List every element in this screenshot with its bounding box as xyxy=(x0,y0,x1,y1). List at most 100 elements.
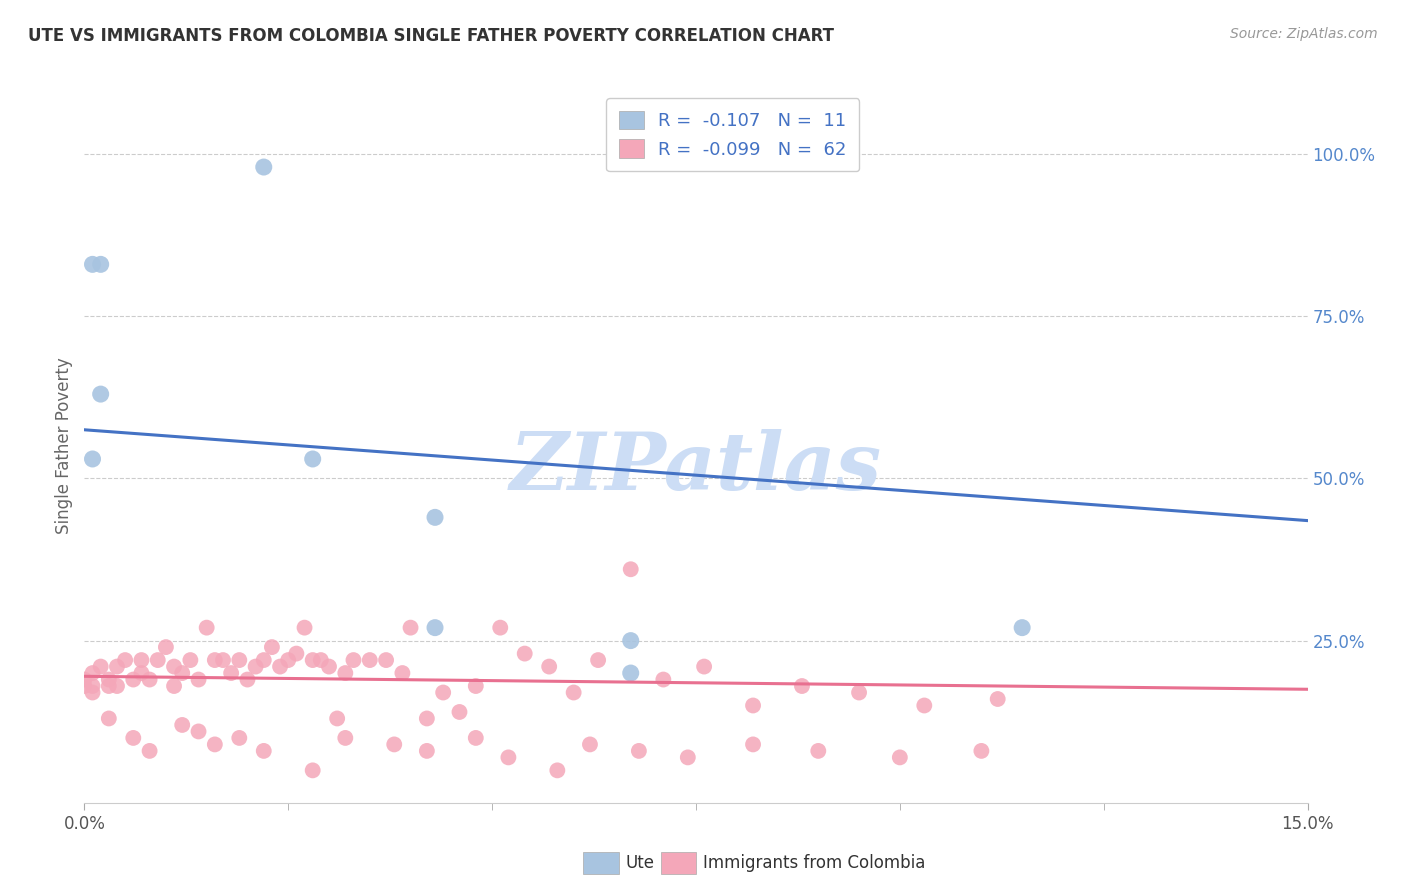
Point xyxy=(498,750,520,764)
Point xyxy=(652,673,675,687)
Point xyxy=(342,653,364,667)
Point xyxy=(253,744,276,758)
Point xyxy=(416,711,439,725)
Point xyxy=(90,387,112,401)
Point xyxy=(742,698,765,713)
Point xyxy=(97,711,120,725)
Point xyxy=(204,738,226,752)
Point xyxy=(82,257,104,271)
Point xyxy=(138,744,160,758)
Point xyxy=(382,738,405,752)
Point xyxy=(489,621,512,635)
Point xyxy=(538,659,561,673)
Point xyxy=(277,653,299,667)
Point xyxy=(212,653,235,667)
Point xyxy=(359,653,381,667)
Point xyxy=(228,731,250,745)
Point xyxy=(97,673,120,687)
Point xyxy=(122,673,145,687)
Point xyxy=(219,666,242,681)
Point xyxy=(889,750,911,764)
Point xyxy=(90,659,112,673)
Point xyxy=(586,653,609,667)
Point xyxy=(260,640,283,654)
Point xyxy=(301,452,323,467)
Point xyxy=(423,510,446,524)
Y-axis label: Single Father Poverty: Single Father Poverty xyxy=(55,358,73,534)
Point xyxy=(138,673,160,687)
Point xyxy=(82,679,104,693)
Point xyxy=(114,653,136,667)
Point xyxy=(73,679,96,693)
Point xyxy=(172,718,194,732)
Point xyxy=(620,633,643,648)
Point xyxy=(163,659,186,673)
Point xyxy=(131,653,153,667)
Point xyxy=(245,659,267,673)
Point xyxy=(187,724,209,739)
Point xyxy=(432,685,454,699)
Point xyxy=(335,666,357,681)
Point xyxy=(253,160,276,174)
Point xyxy=(579,738,602,752)
Point xyxy=(620,666,643,681)
Text: UTE VS IMMIGRANTS FROM COLOMBIA SINGLE FATHER POVERTY CORRELATION CHART: UTE VS IMMIGRANTS FROM COLOMBIA SINGLE F… xyxy=(28,27,834,45)
Point xyxy=(807,744,830,758)
Point xyxy=(179,653,201,667)
Point xyxy=(73,673,96,687)
Text: Source: ZipAtlas.com: Source: ZipAtlas.com xyxy=(1230,27,1378,41)
Point xyxy=(987,692,1010,706)
Point xyxy=(187,673,209,687)
Text: ZIPatlas: ZIPatlas xyxy=(510,429,882,506)
Point xyxy=(449,705,471,719)
Point xyxy=(228,653,250,667)
Point xyxy=(464,679,486,693)
Point xyxy=(416,744,439,758)
Point xyxy=(204,653,226,667)
Point xyxy=(391,666,413,681)
Point xyxy=(269,659,291,673)
Point xyxy=(146,653,169,667)
Point xyxy=(122,731,145,745)
Point xyxy=(399,621,422,635)
Point xyxy=(105,679,128,693)
Point xyxy=(513,647,536,661)
Point xyxy=(970,744,993,758)
Point xyxy=(90,257,112,271)
Point xyxy=(82,666,104,681)
Point xyxy=(423,621,446,635)
Point xyxy=(301,653,323,667)
Legend: R =  -0.107   N =  11, R =  -0.099   N =  62: R = -0.107 N = 11, R = -0.099 N = 62 xyxy=(606,98,859,171)
Point xyxy=(301,764,323,778)
Point xyxy=(464,731,486,745)
Point xyxy=(318,659,340,673)
Point xyxy=(912,698,935,713)
Point xyxy=(335,731,357,745)
Point xyxy=(163,679,186,693)
Point xyxy=(848,685,870,699)
Point xyxy=(620,562,643,576)
Point xyxy=(309,653,332,667)
Point xyxy=(253,653,276,667)
Point xyxy=(285,647,308,661)
Text: Immigrants from Colombia: Immigrants from Colombia xyxy=(703,855,925,872)
Point xyxy=(1011,621,1033,635)
Point xyxy=(676,750,699,764)
Point xyxy=(105,659,128,673)
Point xyxy=(294,621,316,635)
Point xyxy=(742,738,765,752)
Point xyxy=(195,621,218,635)
Point xyxy=(82,685,104,699)
Point xyxy=(326,711,349,725)
Point xyxy=(693,659,716,673)
Point xyxy=(627,744,650,758)
Point xyxy=(790,679,813,693)
Point xyxy=(131,666,153,681)
Text: Ute: Ute xyxy=(626,855,655,872)
Point xyxy=(82,452,104,467)
Point xyxy=(155,640,177,654)
Point xyxy=(375,653,398,667)
Point xyxy=(172,666,194,681)
Point xyxy=(562,685,585,699)
Point xyxy=(546,764,568,778)
